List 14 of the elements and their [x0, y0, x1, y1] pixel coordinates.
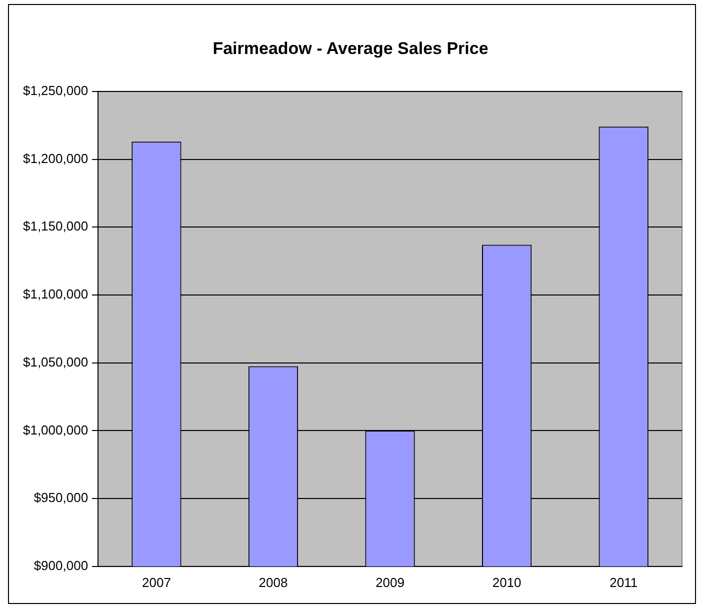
x-tick-label: 2009 [376, 574, 404, 590]
y-tick-label: $1,250,000 [22, 82, 88, 98]
y-tick-label: $1,100,000 [22, 286, 88, 302]
y-tick-label: $1,050,000 [22, 354, 88, 370]
y-tick-label: $1,150,000 [22, 218, 88, 234]
x-tick-label: 2011 [610, 574, 638, 590]
x-tick-label: 2007 [142, 574, 171, 590]
y-tick-label: $1,200,000 [22, 150, 88, 166]
y-tick-label: $1,000,000 [22, 422, 88, 438]
y-tick-label: $900,000 [34, 558, 88, 573]
x-tick-label: 2010 [492, 574, 522, 590]
chart-title: Fairmeadow - Average Sales Price [212, 38, 488, 58]
x-tick-label: 2008 [258, 574, 288, 590]
y-tick-label: $950,000 [34, 490, 88, 506]
